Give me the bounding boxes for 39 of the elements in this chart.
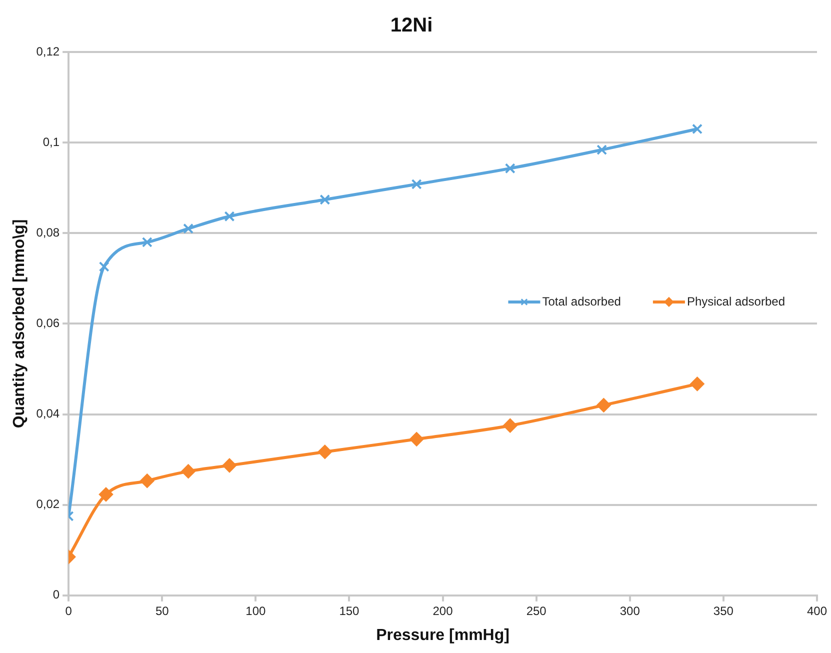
point bbox=[318, 444, 332, 459]
x-tick-label: 350 bbox=[713, 604, 734, 618]
x-tick-label: 300 bbox=[620, 604, 640, 618]
point bbox=[140, 474, 154, 488]
point bbox=[692, 124, 702, 134]
point bbox=[596, 144, 608, 156]
y-tick-label: 0,04 bbox=[36, 406, 60, 421]
x-tick-label: 250 bbox=[526, 604, 547, 618]
y-tick-label: 0,08 bbox=[36, 225, 60, 240]
x-tick-label: 100 bbox=[246, 604, 266, 618]
x-tick-label: 50 bbox=[155, 604, 170, 618]
y-tick-label: 0,12 bbox=[36, 44, 60, 58]
point bbox=[411, 178, 422, 190]
x-tick-label: 150 bbox=[339, 604, 360, 618]
y-axis-title: Quantity adsorbed [mmo\g] bbox=[11, 219, 28, 428]
point bbox=[181, 464, 196, 478]
point bbox=[224, 211, 235, 222]
x-tick-label: 400 bbox=[806, 604, 828, 618]
legend-label: Physical adsorbed bbox=[686, 294, 786, 308]
y-tick-label: 0,02 bbox=[36, 497, 60, 512]
x-tick-label: 200 bbox=[432, 604, 454, 618]
point bbox=[320, 194, 330, 205]
x-axis-title: Pressure [mmHg] bbox=[376, 626, 510, 644]
x-tick-label: 0 bbox=[65, 604, 72, 618]
point bbox=[142, 236, 152, 248]
point bbox=[690, 376, 704, 391]
point bbox=[222, 458, 236, 472]
point bbox=[503, 418, 518, 433]
point bbox=[504, 163, 516, 174]
point bbox=[410, 432, 424, 446]
y-tick-label: 0 bbox=[52, 588, 60, 602]
point bbox=[183, 223, 194, 234]
point bbox=[98, 487, 113, 502]
legend-label: Total adsorbed bbox=[542, 294, 621, 308]
chart-title: 12Ni bbox=[390, 14, 433, 37]
point bbox=[596, 398, 611, 412]
point bbox=[98, 261, 110, 272]
y-tick-label: 0,1 bbox=[42, 134, 60, 149]
y-tick-label: 0,06 bbox=[36, 316, 60, 330]
